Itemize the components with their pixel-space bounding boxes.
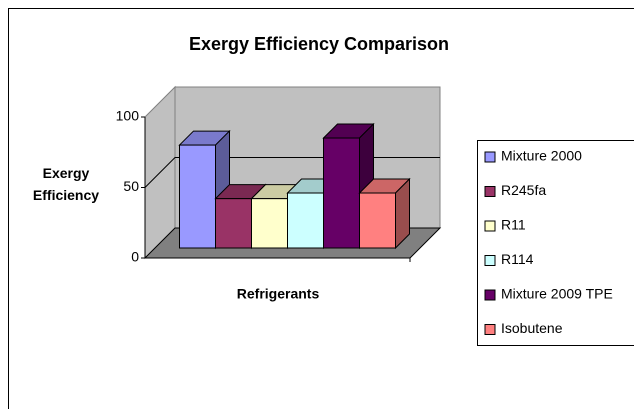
- y-axis-title: Exergy Efficiency: [32, 165, 100, 203]
- legend-swatch: [484, 289, 496, 301]
- legend-swatch: [484, 220, 496, 232]
- bar: [215, 198, 252, 249]
- bar: [251, 198, 288, 249]
- y-tick-label: 0: [131, 249, 139, 265]
- chart-title: Exergy Efficiency Comparison: [189, 34, 449, 54]
- chart-border: [8, 8, 634, 409]
- bar: [359, 192, 396, 249]
- legend-label: R245fa: [501, 182, 546, 198]
- bar: [287, 192, 324, 249]
- legend-label: Isobutene: [501, 320, 563, 336]
- x-axis-title: Refrigerants: [237, 286, 320, 302]
- bar: [323, 137, 360, 249]
- legend-swatch: [484, 255, 496, 266]
- legend-swatch: [484, 151, 496, 163]
- legend-swatch: [484, 186, 496, 197]
- legend-swatch: [484, 324, 496, 335]
- legend-label: R114: [501, 251, 534, 267]
- bar: [179, 144, 216, 249]
- legend-label: Mixture 2009 TPE: [501, 286, 613, 302]
- y-tick-label: 100: [116, 108, 140, 124]
- y-tick-label: 50: [123, 178, 139, 194]
- legend-box: [477, 140, 634, 346]
- legend-label: R11: [501, 217, 526, 233]
- legend-label: Mixture 2000: [501, 148, 582, 164]
